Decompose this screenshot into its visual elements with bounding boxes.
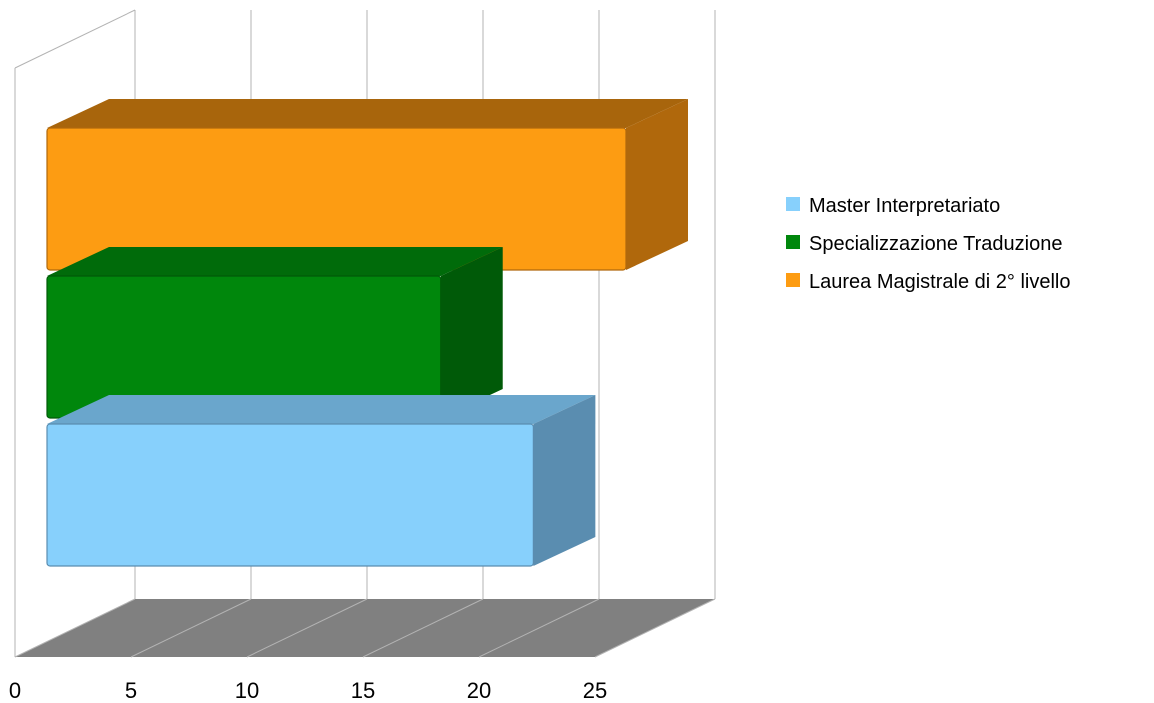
legend-swatch	[786, 235, 800, 249]
legend-label: Laurea Magistrale di 2° livello	[809, 271, 1070, 293]
legend-label: Specializzazione Traduzione	[809, 233, 1063, 255]
x-tick-label: 25	[583, 678, 607, 703]
legend-entry: Master Interpretariato	[786, 195, 1000, 217]
bar-top-face	[47, 247, 503, 276]
legend-swatch	[786, 273, 800, 287]
legend-swatch	[786, 197, 800, 211]
bar-side-face	[533, 395, 596, 566]
legend-entry: Laurea Magistrale di 2° livello	[786, 271, 1070, 293]
bar-3	[46, 99, 688, 271]
grid-line-floor	[130, 598, 252, 658]
grid-line-floor	[594, 598, 716, 658]
floor-plane	[15, 599, 715, 657]
grid-line-floor	[478, 598, 600, 658]
chart-floor	[14, 598, 716, 658]
x-axis-ticks: 0 5 10 15 20 25	[9, 678, 607, 703]
x-tick-label: 10	[235, 678, 259, 703]
left-wall-top-edge	[14, 9, 136, 69]
legend-entry: Specializzazione Traduzione	[786, 233, 1063, 255]
x-tick-label: 15	[351, 678, 375, 703]
bar-top-face	[47, 99, 688, 128]
bar-front-face	[46, 423, 534, 567]
grid-line-floor	[362, 598, 484, 658]
bar-side-face	[626, 99, 688, 270]
bar-1	[46, 395, 596, 567]
x-tick-label: 5	[125, 678, 137, 703]
bar-top-face	[47, 395, 596, 424]
x-tick-label: 0	[9, 678, 21, 703]
legend: Master Interpretariato Specializzazione T…	[786, 195, 1070, 293]
bars	[46, 99, 688, 567]
bar-side-face	[440, 247, 503, 418]
x-tick-label: 20	[467, 678, 491, 703]
grid-line-floor	[14, 598, 136, 658]
grid-line-floor	[246, 598, 368, 658]
bar-2	[46, 247, 503, 419]
legend-label: Master Interpretariato	[809, 195, 1000, 217]
